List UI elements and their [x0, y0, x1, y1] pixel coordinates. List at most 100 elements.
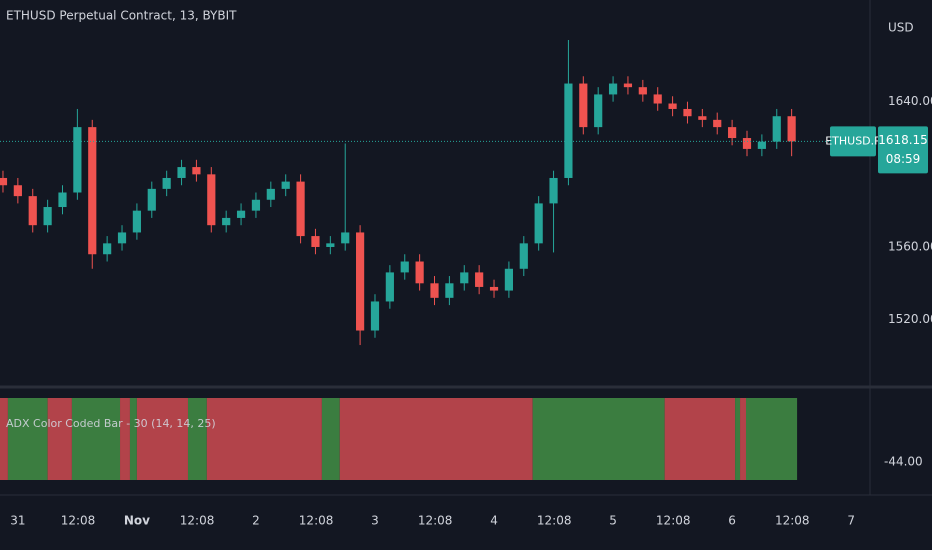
- x-tick-label: 5: [609, 514, 617, 528]
- candle-body: [356, 232, 365, 331]
- candle-body: [266, 188, 275, 200]
- candle-body: [222, 217, 231, 226]
- candle-body: [787, 116, 796, 142]
- candle-body: [341, 232, 350, 244]
- candle-body: [638, 87, 647, 95]
- adx-segment: [664, 398, 736, 480]
- symbol-label-box: [830, 126, 876, 157]
- adx-segment: [47, 398, 72, 480]
- adx-segment: [71, 398, 121, 480]
- chart-title: ETHUSD Perpetual Contract, 13, BYBIT: [6, 9, 237, 23]
- adx-segment: [735, 398, 741, 480]
- indicator-title: ADX Color Coded Bar - 30 (14, 14, 25): [6, 417, 216, 430]
- adx-segment: [532, 398, 665, 480]
- y-tick-label: 1640.00: [888, 94, 932, 108]
- candle-body: [742, 138, 752, 149]
- x-tick-label: 3: [371, 514, 379, 528]
- candle-body: [698, 116, 707, 120]
- candle-body: [207, 174, 216, 226]
- x-tick-label: 6: [728, 514, 736, 528]
- y-axis-label: USD: [888, 21, 914, 35]
- candle-body: [251, 199, 261, 211]
- adx-segment: [7, 398, 48, 480]
- candle-body: [430, 283, 439, 298]
- candle-body: [772, 116, 781, 142]
- candle-body: [608, 83, 618, 95]
- marks: [0, 39, 870, 480]
- x-tick-label: 12:08: [180, 514, 215, 528]
- x-tick-label: Nov: [124, 514, 150, 528]
- candle-body: [653, 94, 662, 104]
- candle-body: [13, 185, 22, 197]
- candle-body: [534, 203, 543, 244]
- candle-body: [147, 188, 156, 211]
- x-tick-label: 12:08: [775, 514, 810, 528]
- adx-segment: [0, 398, 8, 480]
- candle-body: [668, 103, 677, 109]
- y-tick-label: 1520.00: [888, 312, 932, 326]
- candle-body: [504, 268, 513, 291]
- candle-body: [326, 243, 335, 247]
- candle-body: [281, 181, 290, 189]
- candle-body: [162, 177, 171, 189]
- candle-body: [623, 83, 633, 88]
- candle-body: [28, 196, 37, 226]
- candle-body: [0, 177, 8, 186]
- x-tick-label: 4: [490, 514, 498, 528]
- candle-body: [415, 261, 424, 284]
- last-price-label: 1618.15: [878, 133, 928, 147]
- x-tick-label: 12:08: [537, 514, 572, 528]
- adx-segment: [339, 398, 533, 480]
- candle-body: [43, 207, 52, 226]
- candle-body: [370, 301, 380, 331]
- candle-body: [475, 272, 484, 287]
- last-price-box: [878, 126, 928, 174]
- y-tick-label: 1560.00: [888, 239, 932, 253]
- candle-body: [564, 83, 573, 178]
- candle-body: [103, 243, 112, 255]
- candle-body: [683, 108, 692, 117]
- adx-segment: [740, 398, 746, 480]
- adx-segment: [206, 398, 322, 480]
- candle-body: [549, 177, 558, 204]
- candle-body: [519, 243, 528, 269]
- candle-body: [88, 127, 97, 255]
- candle-body: [58, 192, 67, 208]
- candle-body: [117, 232, 127, 244]
- candle-body: [296, 181, 305, 237]
- candle-body: [192, 167, 201, 175]
- adx-segment: [321, 398, 340, 480]
- x-tick-label: 12:08: [299, 514, 334, 528]
- x-tick-label: 12:08: [656, 514, 691, 528]
- candle-body: [489, 286, 499, 291]
- candle-body: [713, 119, 722, 128]
- candle-body: [594, 94, 603, 128]
- candle-body: [757, 141, 766, 149]
- adx-segment: [136, 398, 188, 480]
- x-tick-label: 31: [10, 514, 25, 528]
- y-tick-label: -44.00: [884, 454, 923, 468]
- candle-body: [460, 272, 469, 284]
- labels: 31 12:08 Nov 12:08 2 12:08 3 12:08 4 12:08 5 12:08 6…: [10, 94, 932, 527]
- adx-segment: [745, 398, 798, 480]
- symbol-label: ETHUSD.P: [825, 134, 881, 147]
- candle-body: [728, 127, 737, 139]
- candle-body: [236, 210, 246, 218]
- candle-body: [385, 272, 394, 302]
- candle-body: [445, 283, 454, 298]
- x-tick-label: 2: [252, 514, 260, 528]
- countdown-label: 08:59: [886, 152, 921, 166]
- candle-body: [311, 236, 320, 247]
- candle-body: [400, 261, 409, 273]
- x-tick-label: 12:08: [418, 514, 453, 528]
- x-tick-label: 7: [847, 514, 855, 528]
- candle-body: [177, 167, 186, 178]
- x-tick-label: 12:08: [61, 514, 96, 528]
- adx-segment: [120, 398, 130, 480]
- candle-body: [132, 210, 141, 233]
- candle-body: [579, 83, 588, 128]
- adx-segment: [129, 398, 137, 480]
- adx-segment: [187, 398, 207, 480]
